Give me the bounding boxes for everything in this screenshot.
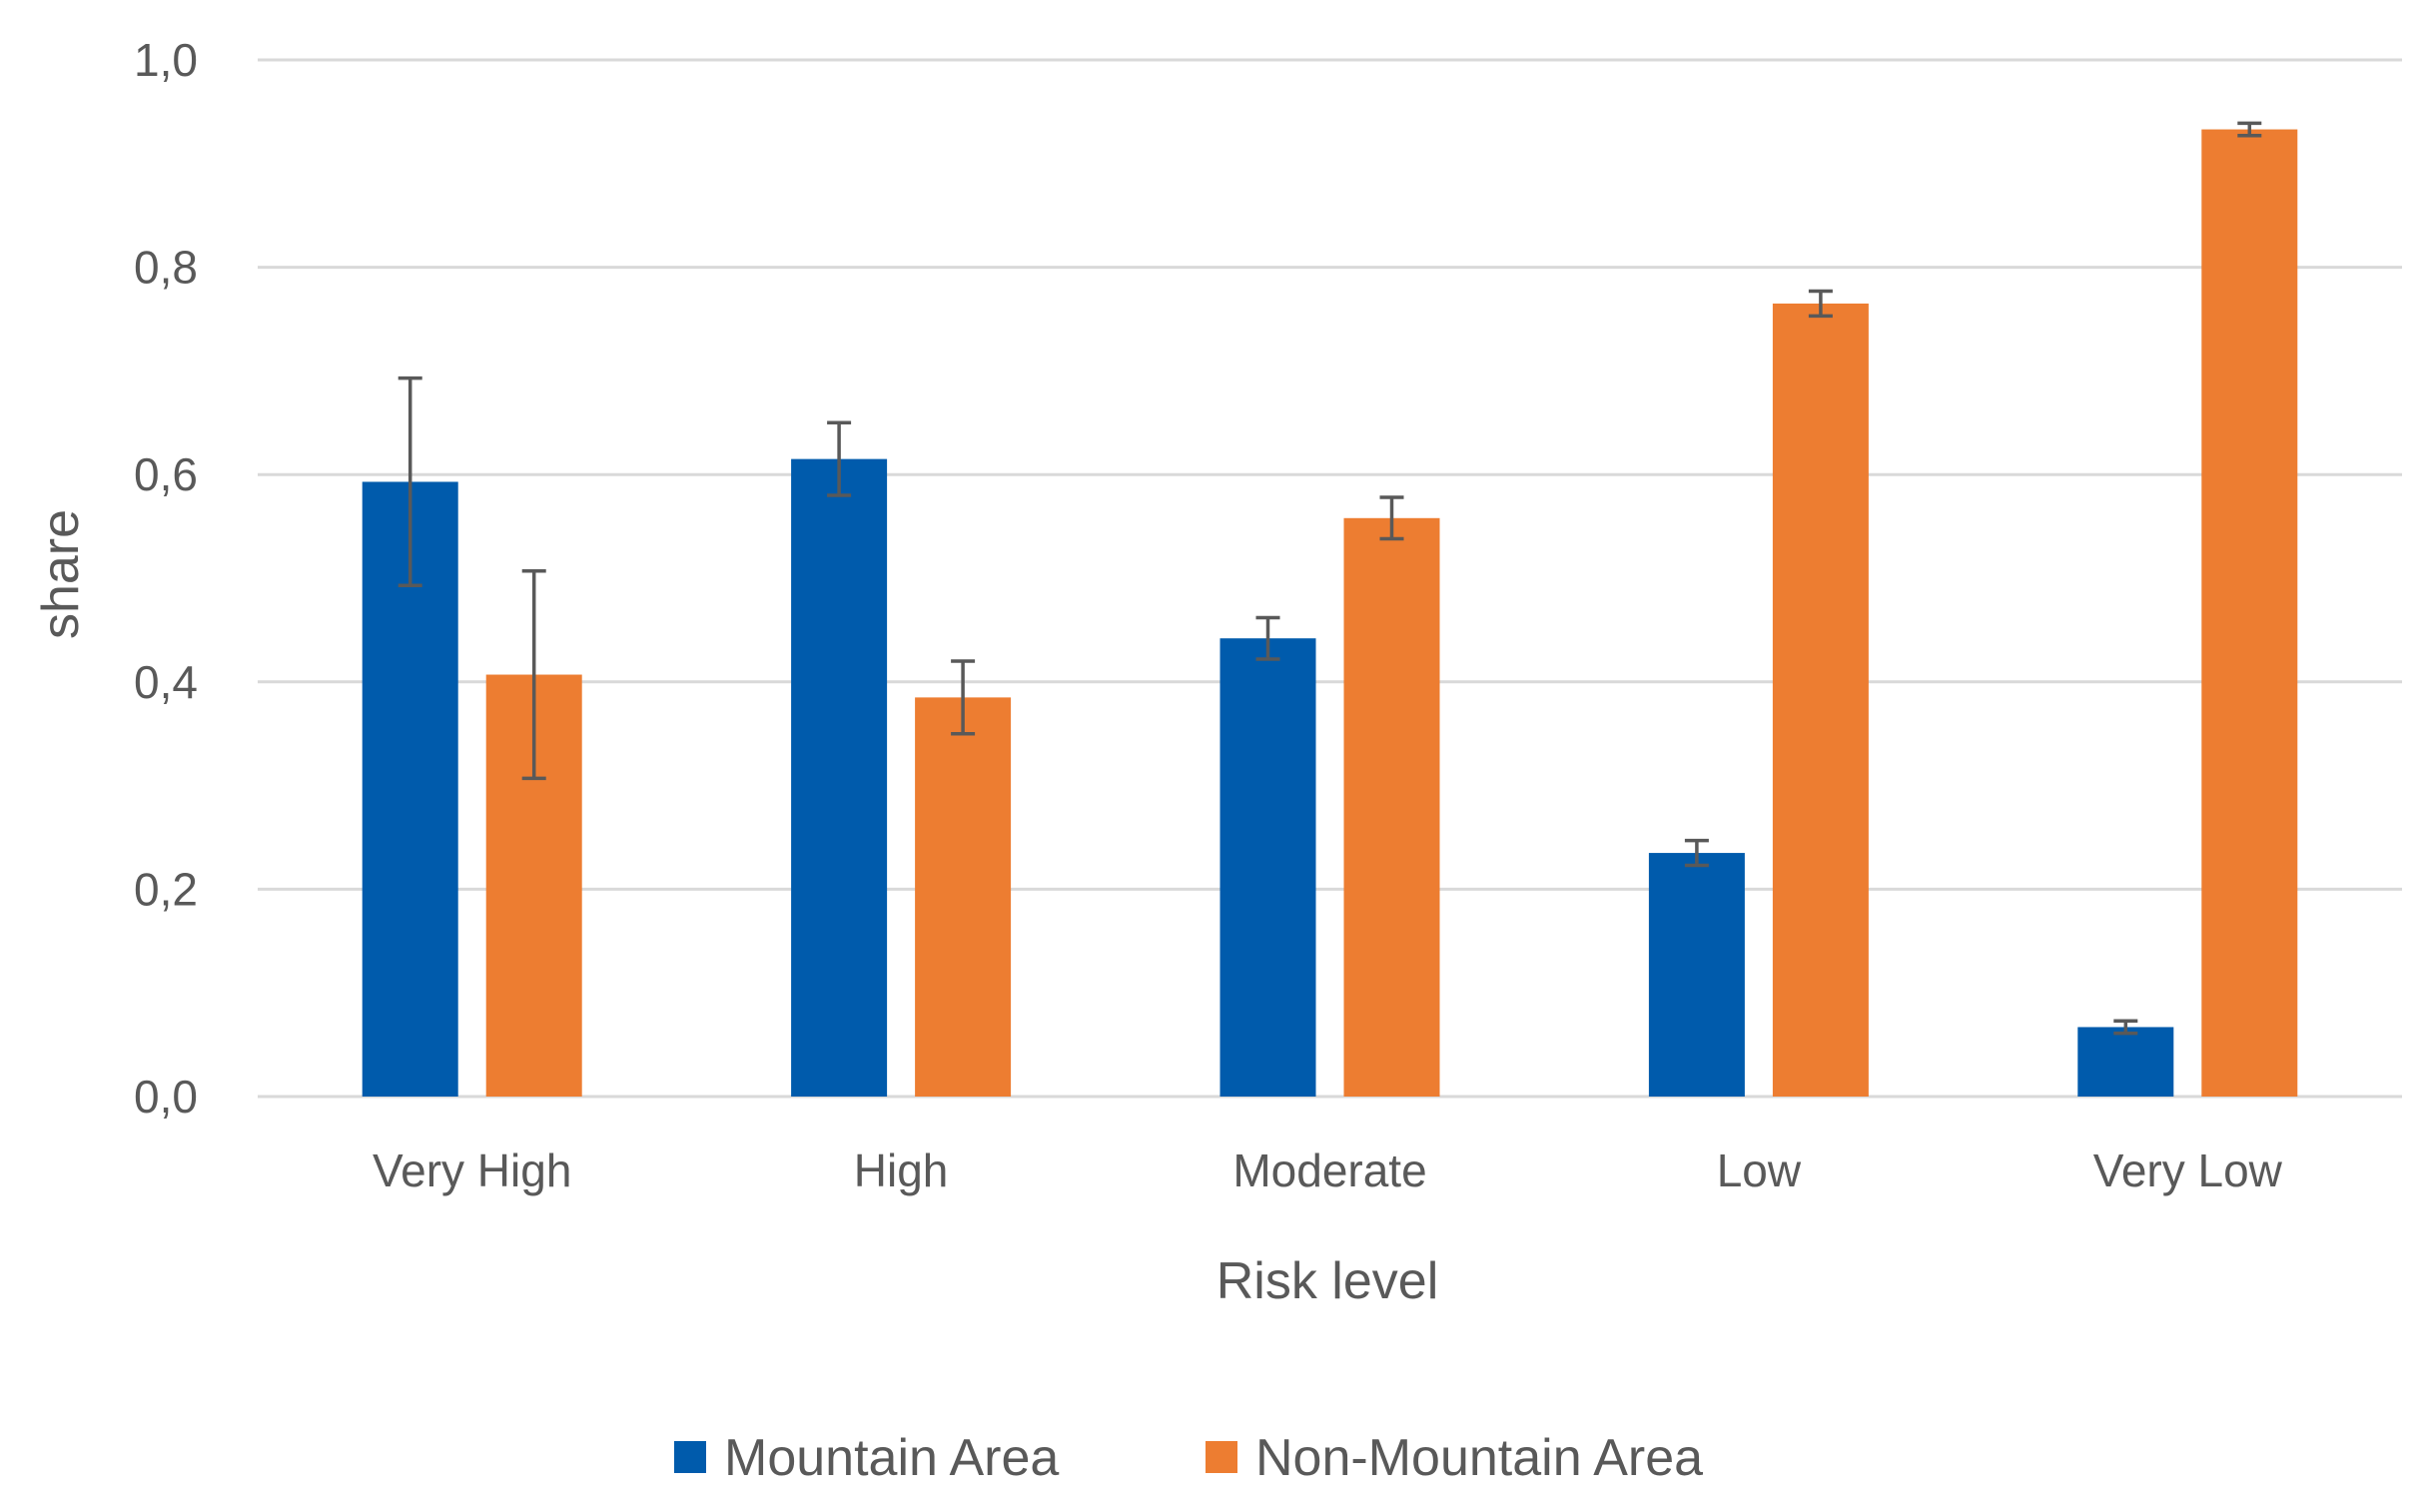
error-bar-non-mountain-area-moderate xyxy=(1379,495,1404,541)
error-bars xyxy=(398,121,2262,1036)
x-axis-ticks: Very High High Moderate Low Very Low xyxy=(373,1144,2283,1196)
bar-mountain-area-high xyxy=(791,458,888,1097)
legend: Mountain Area Non-Mountain Area xyxy=(674,1429,1703,1487)
error-bar-mountain-area-low xyxy=(1684,838,1709,868)
legend-label-non-mountain-area: Non-Mountain Area xyxy=(1255,1429,1703,1487)
error-bar-non-mountain-area-very-low xyxy=(2237,121,2262,138)
legend-swatch-mountain-area xyxy=(674,1441,706,1473)
error-bar-mountain-area-high xyxy=(827,420,852,497)
bar-mountain-area-very-low xyxy=(2077,1027,2174,1097)
x-tick-label-low: Low xyxy=(1717,1144,1802,1196)
bar-mountain-area-low xyxy=(1648,853,1745,1097)
bar-non-mountain-area-very-low xyxy=(2201,129,2298,1097)
y-tick-label-4: 0,8 xyxy=(134,242,198,294)
error-bar-non-mountain-area-very-high xyxy=(521,568,546,781)
bars xyxy=(362,129,2298,1097)
x-tick-label-very-low: Very Low xyxy=(2093,1144,2283,1196)
bar-non-mountain-area-high xyxy=(915,697,1012,1097)
bar-non-mountain-area-low xyxy=(1772,303,1869,1097)
legend-swatch-non-mountain-area xyxy=(1206,1441,1237,1473)
error-bar-non-mountain-area-high xyxy=(951,659,976,736)
x-tick-label-moderate: Moderate xyxy=(1232,1144,1426,1196)
y-tick-label-2: 0,4 xyxy=(134,656,198,708)
bar-mountain-area-moderate xyxy=(1219,638,1316,1097)
y-axis-title: share xyxy=(32,509,90,639)
error-bar-mountain-area-moderate xyxy=(1255,615,1280,661)
error-bar-mountain-area-very-low xyxy=(2113,1019,2138,1036)
y-axis-ticks: 0,0 0,2 0,4 0,6 0,8 1,0 xyxy=(134,34,198,1123)
bar-non-mountain-area-moderate xyxy=(1343,517,1440,1097)
x-axis-title: Risk level xyxy=(1216,1252,1439,1310)
x-tick-label-very-high: Very High xyxy=(373,1144,571,1196)
y-tick-label-3: 0,6 xyxy=(134,448,198,500)
y-tick-label-0: 0,0 xyxy=(134,1071,198,1123)
legend-label-mountain-area: Mountain Area xyxy=(724,1429,1059,1487)
y-tick-label-5: 1,0 xyxy=(134,34,198,86)
x-tick-label-high: High xyxy=(854,1144,949,1196)
error-bar-non-mountain-area-low xyxy=(1808,289,1833,319)
gridlines xyxy=(258,58,2402,1099)
error-bar-mountain-area-very-high xyxy=(398,376,422,588)
y-tick-label-1: 0,2 xyxy=(134,863,198,915)
